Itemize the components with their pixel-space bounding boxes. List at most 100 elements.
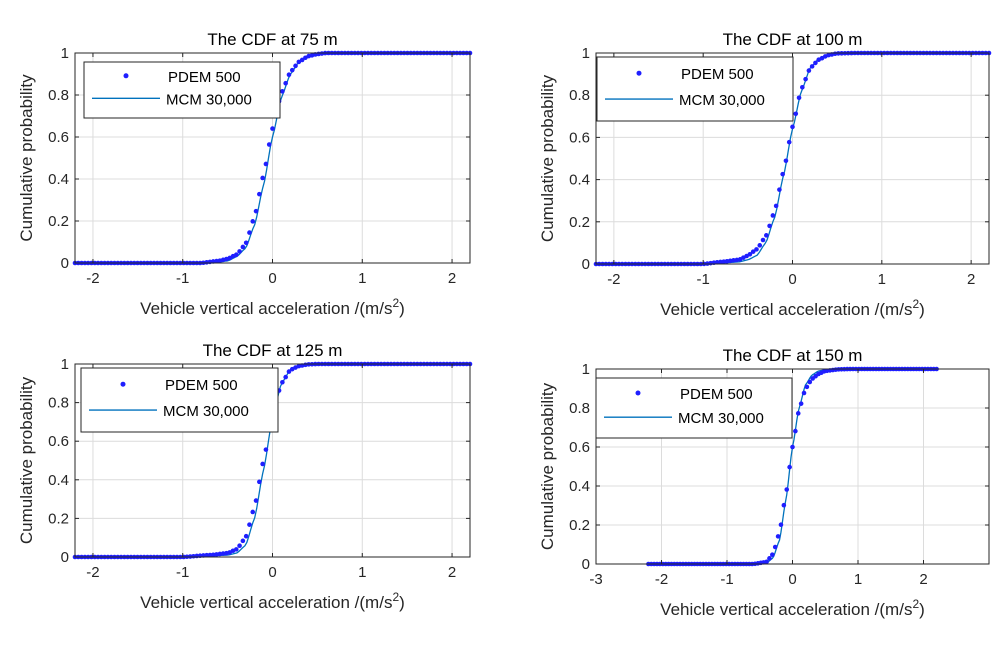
pdem-data-point (813, 60, 818, 66)
y-axis-label: Cumulative probability (538, 74, 557, 242)
pdem-data-point (783, 158, 789, 164)
x-tick-label: 2 (448, 564, 456, 581)
legend-label: MCM 30,000 (166, 91, 252, 108)
pdem-data-point (293, 63, 298, 69)
legend-label: MCM 30,000 (678, 410, 764, 427)
pdem-data-point (790, 124, 795, 130)
pdem-data-point (803, 76, 808, 82)
pdem-data-point (260, 175, 265, 181)
legend: PDEM 500 MCM 30,000 (80, 367, 279, 433)
pdem-data-point (237, 249, 242, 254)
pdem-data-point (795, 411, 801, 416)
pdem-data-point (796, 95, 802, 101)
legend: PDEM 500 MCM 30,000 (83, 61, 281, 119)
legend: PDEM 500 MCM 30,000 (596, 56, 794, 122)
x-tick-label: -1 (176, 564, 189, 581)
y-tick-label: 1 (582, 361, 590, 378)
x-tick-label: 0 (788, 571, 796, 588)
pdem-data-point (798, 401, 804, 406)
y-axis-label: Cumulative probability (17, 74, 36, 242)
x-tick-label: 1 (358, 270, 366, 287)
pdem-data-point (263, 161, 269, 167)
y-tick-label: 0.4 (48, 472, 69, 489)
pdem-data-point (754, 247, 759, 252)
pdem-data-point (240, 538, 246, 544)
pdem-data-point (800, 84, 805, 90)
pdem-data-point (286, 369, 292, 374)
y-tick-label: 0.4 (569, 478, 590, 495)
chart-panel-2: -2 -1 0 1 2 0 0.2 0.4 0.6 0.8 1 The CDF at 100 m Veh… (538, 30, 992, 319)
y-tick-label: 0.6 (569, 439, 590, 456)
pdem-data-point (767, 556, 772, 561)
x-tick-label: 0 (268, 564, 276, 581)
chart-title: The CDF at 75 m (207, 30, 337, 49)
y-tick-label: 0 (582, 556, 590, 573)
legend-label: PDEM 500 (681, 66, 754, 83)
legend-pdem-marker (636, 70, 642, 76)
pdem-data-point (257, 191, 262, 197)
pdem-data-point (770, 552, 775, 558)
legend-label: MCM 30,000 (163, 403, 249, 420)
pdem-data-point (777, 187, 782, 192)
x-axis-label: Vehicle vertical acceleration /(m/s2) (660, 297, 925, 319)
pdem-data-point (757, 243, 763, 248)
pdem-data-point (250, 219, 256, 224)
pdem-data-point (266, 142, 272, 147)
y-tick-label: 1 (61, 356, 69, 373)
pdem-data-point (243, 240, 249, 246)
legend-label: MCM 30,000 (679, 92, 765, 109)
x-tick-label: 1 (878, 271, 886, 288)
pdem-data-point (243, 533, 249, 539)
pdem-data-point (760, 237, 766, 243)
pdem-data-point (767, 223, 772, 229)
x-tick-label: 0 (268, 270, 276, 287)
pdem-data-point (299, 57, 305, 63)
y-tick-label: 0.4 (569, 172, 590, 189)
x-tick-label: -1 (720, 571, 733, 588)
chart-panel-3: -2 -1 0 1 2 0 0.2 0.4 0.6 0.8 1 The CDF at 125 m Veh… (17, 341, 473, 612)
pdem-data-point (233, 252, 239, 257)
pdem-data-point (772, 544, 778, 550)
pdem-data-point (793, 428, 798, 434)
pdem-data-point (247, 522, 252, 527)
pdem-data-point (778, 522, 784, 528)
pdem-data-point (780, 171, 785, 177)
y-tick-label: 0 (61, 255, 69, 272)
chart-panel-4: -3 -2 -1 0 1 2 0 0.2 0.4 0.6 0.8 1 The CDF at 150 m V… (538, 346, 990, 619)
pdem-data-point (781, 502, 787, 508)
x-axis-label: Vehicle vertical acceleration /(m/s2) (660, 597, 925, 619)
pdem-data-point (289, 67, 295, 73)
pdem-data-point (750, 249, 756, 254)
pdem-data-point (260, 461, 265, 467)
y-tick-label: 0.4 (48, 171, 69, 188)
pdem-data-point (286, 72, 292, 78)
x-tick-label: 1 (854, 571, 862, 588)
pdem-data-point (790, 444, 795, 450)
chart-panel-1: -2 -1 0 1 2 0 0.2 0.4 0.6 0.8 1 The CDF at 75 m Vehi… (17, 30, 473, 318)
pdem-data-point (787, 464, 792, 470)
legend-box (595, 377, 793, 439)
pdem-data-point (764, 233, 769, 238)
x-tick-label: 0 (788, 271, 796, 288)
pdem-data-point (207, 552, 213, 558)
pdem-data-point (240, 244, 246, 250)
x-tick-label: -1 (697, 271, 710, 288)
x-tick-label: -2 (86, 270, 99, 287)
legend-pdem-marker (635, 390, 641, 396)
pdem-data-point (775, 534, 781, 539)
chart-title: The CDF at 150 m (723, 346, 863, 365)
pdem-data-point (801, 390, 807, 396)
legend-pdem-marker (123, 73, 129, 79)
pdem-data-point (770, 213, 776, 218)
y-tick-label: 0.2 (48, 510, 69, 527)
y-tick-label: 0.8 (48, 87, 69, 104)
y-axis-label: Cumulative probability (17, 376, 36, 544)
legend-box (83, 61, 281, 119)
pdem-data-point (807, 379, 813, 385)
pdem-data-point (250, 509, 256, 515)
legend-label: PDEM 500 (168, 69, 241, 86)
legend-label: PDEM 500 (165, 377, 238, 394)
pdem-data-point (237, 543, 242, 549)
legend-label: PDEM 500 (680, 386, 753, 403)
